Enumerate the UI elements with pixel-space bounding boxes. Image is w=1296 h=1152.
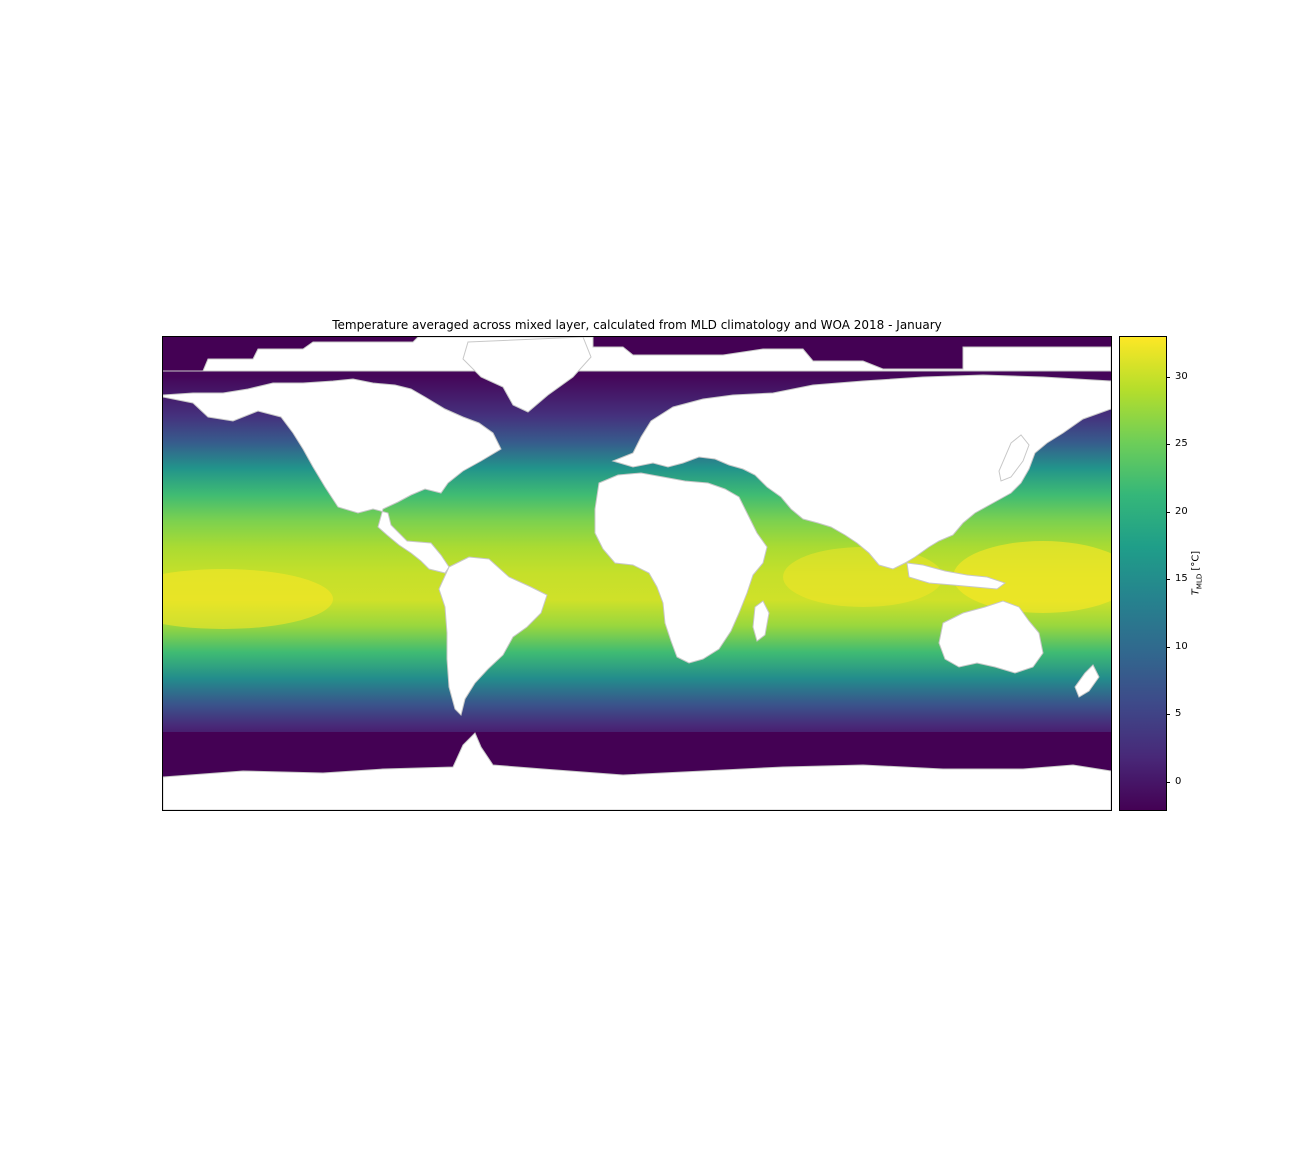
new-zealand <box>1074 664 1100 698</box>
indonesia <box>906 562 1007 590</box>
colorbar-gradient <box>1120 337 1166 810</box>
antarctica <box>163 732 1111 810</box>
australia <box>938 600 1044 674</box>
colorbar <box>1119 336 1167 811</box>
colorbar-tick-2: 10 <box>1166 640 1206 654</box>
colorbar-tick-label: 5 <box>1175 708 1182 720</box>
colorbar-label-subscript: MLD <box>1195 573 1204 590</box>
colorbar-tick-5: 25 <box>1166 437 1206 451</box>
arctic-coast <box>163 337 1111 372</box>
north-america <box>163 378 502 574</box>
colorbar-label: TMLD [°C] <box>1191 551 1204 595</box>
colorbar-tick-label: 25 <box>1175 438 1188 450</box>
tropical-warm-pool <box>163 541 1111 629</box>
chart-title: Temperature averaged across mixed layer,… <box>332 318 942 332</box>
japan <box>998 434 1030 482</box>
colorbar-tick-label: 0 <box>1175 775 1182 787</box>
continents <box>163 337 1111 810</box>
colorbar-tick-label: 20 <box>1175 505 1188 517</box>
colorbar-tick-0: 0 <box>1166 775 1206 789</box>
colorbar-tick-label: 15 <box>1175 573 1188 585</box>
pacific-warm-pool-west <box>953 541 1111 613</box>
colorbar-tick-label: 10 <box>1175 640 1188 652</box>
world-map <box>162 336 1112 811</box>
colorbar-label-unit: [°C] <box>1190 550 1202 574</box>
africa <box>594 472 768 664</box>
antarctic-ice-edge <box>163 732 1111 772</box>
colorbar-tick-6: 30 <box>1166 370 1206 384</box>
colorbar-tick-label: 30 <box>1175 370 1188 382</box>
greenland <box>462 337 592 413</box>
pacific-warm-pool-east <box>163 569 333 629</box>
madagascar <box>752 600 770 642</box>
colorbar-tick-4: 20 <box>1166 505 1206 519</box>
map-canvas <box>163 337 1111 810</box>
europe-asia <box>611 374 1111 570</box>
colorbar-tick-1: 5 <box>1166 707 1206 721</box>
south-america <box>438 556 548 716</box>
colorbar-tick-3: 15 <box>1166 572 1206 586</box>
colorbar-label-symbol: T <box>1190 589 1202 596</box>
